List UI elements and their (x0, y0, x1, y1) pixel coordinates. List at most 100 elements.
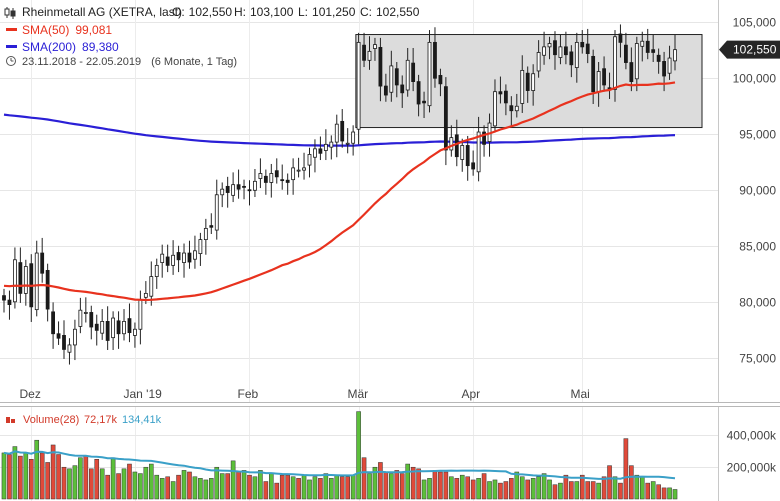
y-tick-label: 100,000 (733, 72, 777, 86)
volume-bar (247, 474, 252, 500)
candle-body (94, 323, 99, 331)
candle (542, 31, 546, 65)
volume-bar (459, 474, 465, 500)
candle (422, 91, 426, 119)
chart-header: Rheinmetall AG (XETRA, last) O: 102,550 H… (4, 5, 420, 68)
y-tick-label: 75,000 (739, 352, 776, 366)
candle (313, 139, 317, 173)
candle-body (422, 100, 426, 104)
candle (602, 56, 606, 92)
candle-body (656, 54, 661, 62)
candle (558, 34, 563, 65)
candle-body (89, 312, 94, 328)
candle-body (482, 131, 486, 145)
candle (323, 129, 328, 161)
candle (634, 36, 639, 92)
volume-bar (132, 471, 138, 500)
candle (209, 213, 214, 234)
candle (520, 55, 525, 113)
volume-tick-label: 400,000k (727, 429, 777, 443)
candle-body (100, 321, 105, 334)
volume-bar (214, 466, 220, 500)
candle-body (514, 105, 519, 112)
candle (274, 158, 279, 184)
candle (493, 79, 497, 133)
volume-bar (88, 468, 94, 500)
candle (449, 125, 454, 157)
volume-bar (481, 473, 487, 500)
candle (258, 158, 263, 189)
candle (127, 303, 132, 343)
candle (220, 182, 225, 208)
candle (214, 179, 219, 240)
volume-bar (618, 482, 623, 500)
candle-body (640, 40, 645, 47)
candle (187, 240, 192, 269)
volume-bar (645, 482, 651, 500)
candle-body (373, 44, 377, 49)
volume-bar (148, 463, 154, 500)
volume-bar (498, 482, 503, 500)
volume-bar (170, 481, 176, 500)
candle-body (618, 33, 623, 43)
volume-bar (356, 411, 361, 500)
volume-bar (361, 457, 367, 500)
candle-body (438, 75, 443, 85)
candle-body (203, 227, 208, 241)
volume-bar (269, 473, 274, 500)
candle (18, 247, 23, 303)
candle-body (247, 189, 252, 192)
volume-bar (279, 474, 285, 500)
candle-body (503, 90, 508, 104)
candle-body (285, 179, 290, 183)
candle-body (7, 299, 12, 305)
volume-bar (601, 476, 607, 500)
candle-body (209, 225, 214, 228)
candle (171, 240, 176, 275)
candle-body (454, 134, 459, 158)
candle-body (558, 46, 563, 58)
volume-bar (579, 474, 585, 500)
candle (280, 164, 285, 190)
candle-body (23, 266, 28, 294)
candle-body (198, 239, 203, 255)
candle-body (362, 44, 366, 61)
volume-bar (650, 481, 656, 500)
candle-body (258, 173, 263, 179)
date-range: 23.11.2018 - 22.05.2019 (6 Monate, 1 Tag) (22, 56, 237, 68)
candle-body (149, 276, 154, 297)
volume-bar (399, 473, 405, 500)
candle (536, 40, 541, 78)
volume-bar (296, 478, 301, 500)
candle (411, 47, 416, 92)
volume-bar (492, 479, 498, 500)
volume-bars (1, 411, 678, 500)
clock-icon (6, 56, 16, 66)
candle-body (105, 321, 110, 341)
candle-body (378, 47, 383, 87)
candle-body (73, 328, 77, 346)
volume-bar (99, 468, 105, 500)
candle (640, 31, 645, 62)
volume-bar (263, 481, 269, 500)
candle (285, 173, 290, 195)
y-tick-label: 105,000 (733, 16, 777, 30)
candle (394, 61, 399, 98)
candle-body (591, 55, 596, 93)
candle (465, 135, 470, 181)
volume-bar (39, 452, 45, 500)
candle (656, 48, 661, 74)
volume-bar (110, 457, 116, 500)
candle-body (171, 254, 176, 266)
candle-body (596, 71, 601, 93)
volume-bar (209, 478, 214, 500)
sma200-legend: SMA(200) 89,380 (22, 40, 119, 54)
candle (438, 68, 443, 97)
candle-body (220, 188, 225, 196)
candle-body (509, 105, 514, 112)
candle (618, 24, 623, 58)
candle-body (45, 270, 50, 310)
candle-body (394, 68, 399, 86)
volume-bar (72, 465, 78, 500)
